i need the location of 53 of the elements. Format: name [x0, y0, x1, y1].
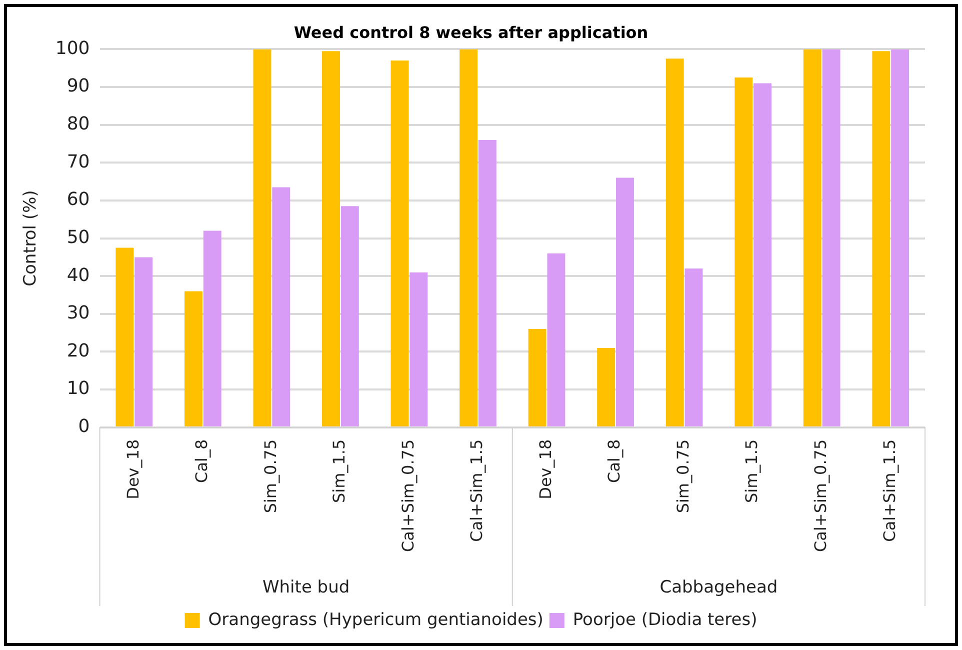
legend-label: Orangegrass (Hypericum gentianoides): [208, 610, 544, 630]
y-tick-label: 20: [66, 340, 90, 362]
bar: [203, 230, 222, 426]
bar: [460, 49, 478, 426]
bar: [597, 348, 616, 426]
y-tick-label: 70: [66, 151, 90, 172]
text: White bud: [262, 577, 350, 598]
bar: [754, 83, 772, 426]
x-tick-label: Dev_18: [123, 439, 142, 500]
bar: [134, 257, 153, 426]
bar: [116, 248, 134, 426]
bar: [528, 329, 546, 426]
bar: [340, 206, 359, 426]
bar: [734, 78, 753, 426]
x-tick-label: Cal+Sim_0.75: [398, 439, 418, 552]
bar: [184, 291, 202, 426]
x-tick-label: Sim_0.75: [260, 439, 280, 514]
bar: [822, 49, 840, 426]
x-tick-label: Dev_18: [536, 439, 555, 500]
y-tick-label: 60: [66, 189, 90, 210]
bar: [547, 253, 566, 426]
bar: [390, 60, 409, 426]
bar: [891, 49, 910, 426]
y-tick-label: 100: [55, 38, 90, 59]
y-tick-label: 80: [66, 114, 90, 135]
y-tick-label: 30: [66, 302, 90, 324]
bar: [872, 51, 890, 426]
x-tick-label: Cal_8: [192, 439, 212, 483]
chart-title: Weed control 8 weeks after application: [294, 22, 648, 42]
bar: [666, 58, 684, 426]
x-tick-label: Cal+Sim_0.75: [811, 439, 830, 552]
bar: [684, 268, 703, 426]
y-tick-label: 40: [66, 264, 90, 286]
x-tick-label: Cal+Sim_1.5: [880, 439, 899, 542]
bar: [272, 187, 290, 426]
bar: [616, 178, 634, 426]
x-tick-label: Sim_0.75: [673, 439, 692, 514]
y-tick-label: 90: [66, 76, 90, 97]
bar: [410, 272, 428, 426]
x-tick-label: Sim_1.5: [330, 439, 349, 503]
legend-label: Poorjoe (Diodia teres): [572, 610, 758, 630]
bar: [253, 49, 272, 426]
bar: [322, 51, 340, 426]
y-axis-title: Control (%): [20, 190, 41, 286]
y-tick-label: 50: [66, 226, 90, 248]
bar: [803, 49, 822, 426]
bar: [478, 140, 496, 426]
text: Cabbagehead: [660, 577, 778, 598]
y-tick-label: 0: [78, 416, 90, 438]
x-tick-label: Cal+Sim_1.5: [467, 439, 486, 542]
x-tick-label: Cal_8: [604, 439, 624, 483]
x-tick-label: Sim_1.5: [742, 439, 762, 503]
y-tick-label: 10: [66, 378, 90, 400]
